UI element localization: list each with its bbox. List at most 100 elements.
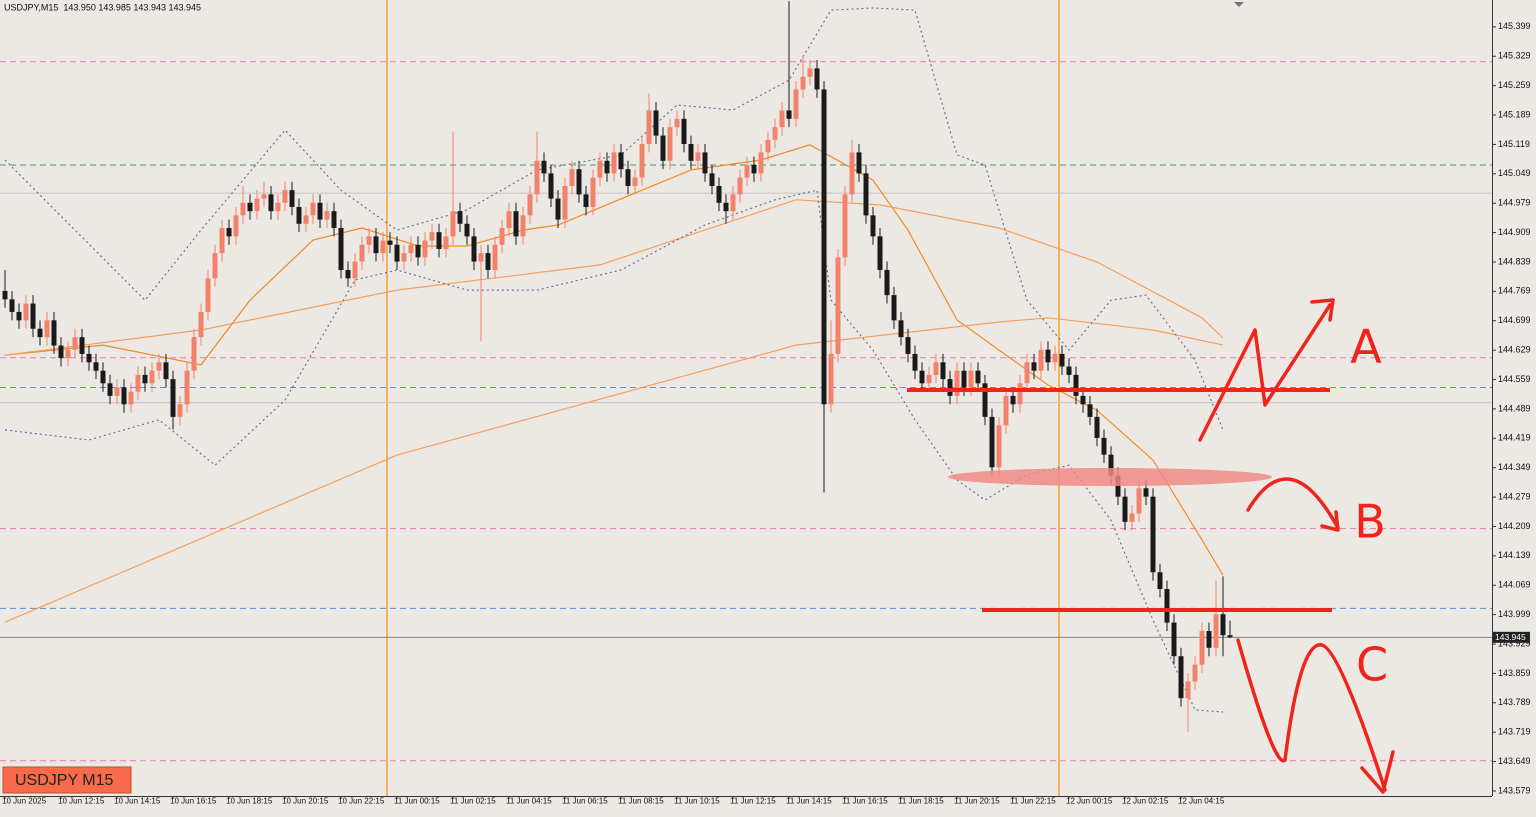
candle-body — [240, 202, 246, 216]
candle-body — [261, 194, 267, 199]
y-tick-label: 144.909 — [1498, 227, 1531, 237]
candle-body — [751, 164, 757, 174]
y-tick-label: 144.209 — [1498, 521, 1531, 531]
candle-body — [548, 173, 554, 199]
y-tick-label: 144.979 — [1498, 198, 1531, 208]
candle-body — [149, 370, 155, 384]
indicator-line — [4, 317, 1224, 623]
candle-body — [429, 232, 435, 241]
candle-body — [1108, 454, 1114, 476]
y-tick-label: 144.349 — [1498, 462, 1531, 472]
candle-body — [100, 370, 106, 384]
candle-body — [163, 362, 169, 380]
candle-body — [23, 303, 29, 321]
candle-body — [415, 244, 421, 258]
candle-body — [604, 160, 610, 174]
candle-body — [310, 202, 316, 216]
candle-body — [772, 127, 778, 140]
x-tick-label: 10 Jun 14:15 — [114, 797, 161, 806]
scenario-arrow — [1236, 638, 1395, 794]
candle-body — [702, 152, 708, 174]
candle-body — [632, 177, 638, 186]
candle-body — [653, 110, 659, 136]
candle-body — [898, 320, 904, 338]
candle-body — [268, 194, 274, 212]
scenario-label: A — [1350, 320, 1382, 374]
candle-body — [877, 236, 883, 270]
y-tick-label: 145.049 — [1498, 168, 1531, 178]
candle-body — [1073, 374, 1079, 396]
candle-body — [870, 215, 876, 237]
candle-body — [625, 169, 631, 186]
candle-body — [324, 211, 330, 220]
indicator-line — [4, 7, 1224, 431]
candle-body — [716, 185, 722, 203]
candle-body — [667, 127, 673, 161]
candle-body — [681, 118, 687, 145]
candle-body — [1010, 395, 1016, 405]
candle-body — [30, 303, 36, 329]
candle-body — [142, 374, 148, 384]
candle-body — [387, 240, 393, 245]
scenario-arrow — [1198, 298, 1335, 442]
candle-body — [737, 177, 743, 195]
x-tick-label: 11 Jun 04:15 — [506, 797, 552, 806]
candle-body — [296, 206, 302, 224]
x-tick-label: 11 Jun 12:15 — [730, 797, 776, 806]
candle-body — [933, 362, 939, 375]
candle-body — [345, 269, 351, 279]
symbol-badge — [2, 766, 132, 794]
candle-body — [121, 387, 127, 405]
candle-body — [79, 337, 85, 354]
x-tick-label: 12 Jun 04:15 — [1178, 797, 1225, 806]
y-tick-label: 143.649 — [1498, 756, 1531, 766]
candle-body — [800, 76, 806, 90]
x-tick-label: 10 Jun 2025 — [2, 797, 47, 806]
candle-body — [457, 211, 463, 224]
candle-body — [86, 353, 92, 363]
candle-body — [926, 374, 932, 384]
price-tag-label: 143.945 — [1495, 632, 1526, 642]
candle-body — [723, 202, 729, 212]
candle-body — [695, 152, 701, 161]
candle-body — [1136, 488, 1142, 514]
candle-body — [779, 110, 785, 128]
candle-body — [569, 169, 575, 186]
candle-body — [282, 190, 288, 203]
candle-body — [247, 202, 253, 212]
candle-body — [254, 198, 260, 212]
candle-body — [730, 194, 736, 212]
candle-body — [660, 135, 666, 161]
candle-body — [191, 337, 197, 371]
candle-body — [961, 370, 967, 388]
candle-body — [352, 261, 358, 279]
indicator-line — [4, 199, 1224, 356]
y-tick-label: 145.329 — [1498, 51, 1531, 61]
candle-body — [905, 337, 911, 354]
candle-body — [863, 173, 869, 216]
candle-body — [1157, 572, 1163, 590]
candle-body — [394, 244, 400, 262]
candle-body — [16, 311, 22, 321]
candle-body — [422, 240, 428, 258]
candle-body — [919, 370, 925, 384]
scenario-label: B — [1354, 495, 1386, 549]
candle-body — [499, 227, 505, 245]
candle-body — [443, 236, 449, 249]
x-tick-label: 11 Jun 18:15 — [898, 797, 944, 806]
candle-body — [1031, 362, 1037, 371]
candle-body — [996, 425, 1002, 468]
annotations: A B C — [907, 298, 1395, 794]
y-tick-label: 143.999 — [1498, 609, 1531, 619]
candle-body — [989, 416, 995, 468]
candle-body — [975, 370, 981, 384]
candle-body — [884, 269, 890, 296]
candle-body — [856, 152, 862, 174]
candle-body — [2, 290, 8, 300]
x-tick-label: 10 Jun 20:15 — [282, 797, 329, 806]
candle-body — [471, 236, 477, 262]
candle-body — [1080, 395, 1086, 405]
candle-body — [912, 353, 918, 371]
